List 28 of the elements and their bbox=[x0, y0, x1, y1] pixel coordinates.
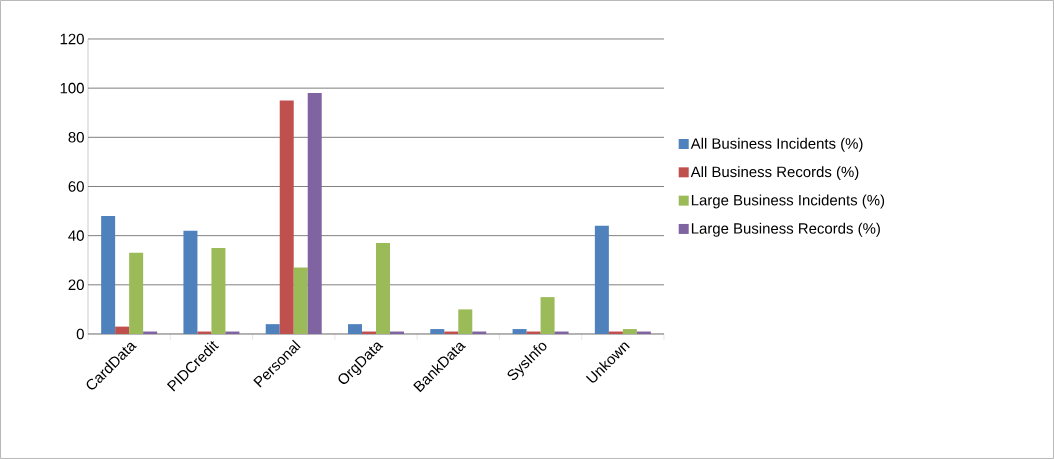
bar bbox=[540, 297, 555, 334]
y-tick-label: 20 bbox=[68, 279, 84, 291]
bar bbox=[279, 100, 294, 334]
bar bbox=[265, 324, 280, 334]
bar bbox=[101, 215, 116, 334]
y-tick-label: 0 bbox=[76, 328, 84, 340]
bar bbox=[430, 329, 445, 334]
y-tick-label: 60 bbox=[68, 181, 84, 192]
bar bbox=[115, 326, 130, 334]
legend-label: Large Business Incidents (%) bbox=[691, 194, 885, 209]
bar bbox=[183, 230, 198, 334]
bar bbox=[512, 329, 527, 334]
bar bbox=[307, 93, 322, 334]
legend-label: All Business Records (%) bbox=[690, 166, 859, 181]
bar bbox=[622, 329, 637, 334]
y-tick-label: 100 bbox=[60, 82, 84, 94]
y-tick-label: 120 bbox=[60, 33, 84, 45]
bar bbox=[594, 225, 609, 334]
bar bbox=[348, 324, 363, 334]
bar bbox=[458, 309, 473, 334]
bar bbox=[293, 267, 308, 334]
bar bbox=[376, 243, 391, 334]
bar bbox=[129, 252, 144, 334]
y-tick-label: 40 bbox=[68, 230, 84, 241]
legend-label: Large Business Records (%) bbox=[691, 222, 880, 237]
bar bbox=[211, 247, 226, 334]
y-tick-label: 80 bbox=[68, 132, 84, 143]
legend-label: All Business Incidents (%) bbox=[690, 137, 863, 152]
